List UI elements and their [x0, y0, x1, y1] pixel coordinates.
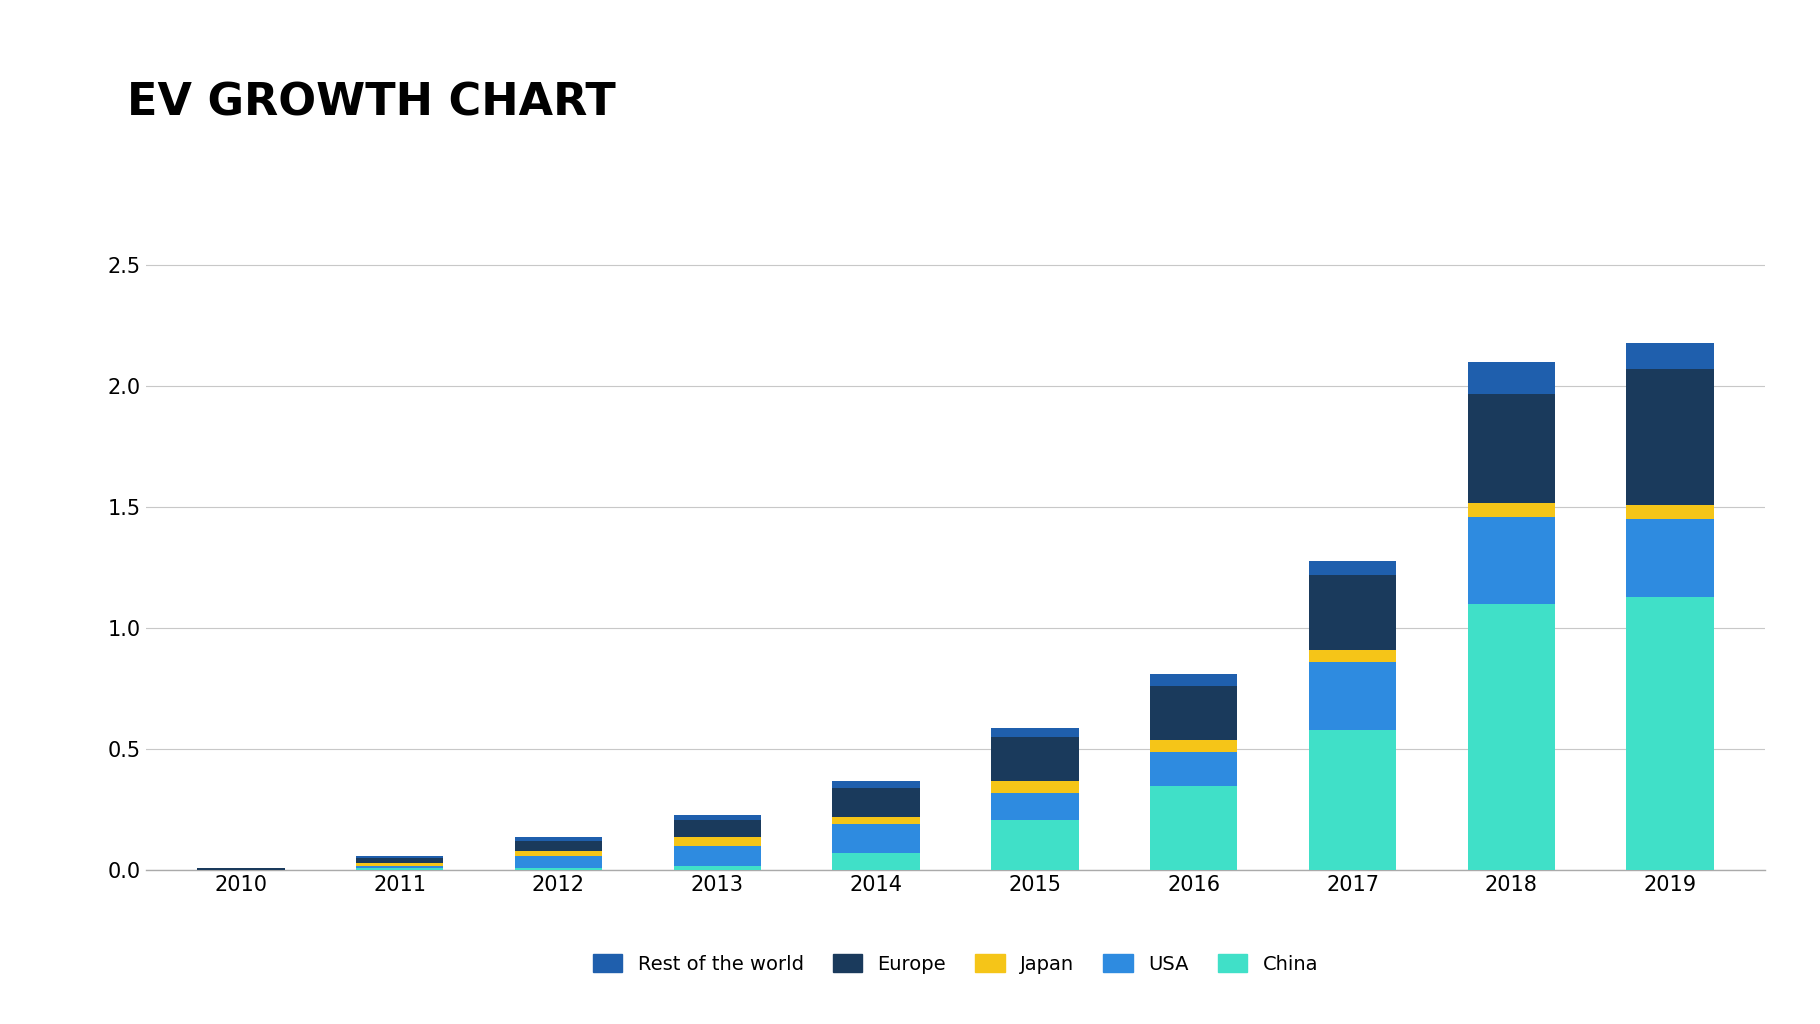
Bar — [357, 858, 444, 863]
Bar — [1150, 675, 1238, 686]
Bar — [515, 851, 602, 856]
Bar — [1309, 650, 1396, 663]
Bar — [832, 824, 919, 853]
Bar — [357, 863, 444, 865]
Bar — [1309, 663, 1396, 730]
Bar — [515, 842, 602, 851]
Bar — [992, 737, 1079, 781]
Bar — [1150, 785, 1238, 870]
Bar — [515, 837, 602, 842]
Bar — [1150, 686, 1238, 739]
Bar — [832, 788, 919, 817]
Bar — [1309, 730, 1396, 870]
Text: EV GROWTH CHART: EV GROWTH CHART — [127, 82, 617, 125]
Bar — [673, 865, 761, 870]
Bar — [1150, 752, 1238, 785]
Bar — [357, 868, 444, 870]
Bar — [357, 856, 444, 858]
Bar — [1150, 739, 1238, 752]
Bar — [832, 853, 919, 870]
Bar — [992, 728, 1079, 737]
Bar — [673, 819, 761, 837]
Bar — [992, 819, 1079, 870]
Bar — [515, 856, 602, 868]
Bar — [1309, 575, 1396, 650]
Bar — [1467, 604, 1554, 870]
Bar — [1467, 503, 1554, 517]
Bar — [357, 865, 444, 868]
Bar — [1627, 505, 1714, 519]
Bar — [673, 837, 761, 846]
Bar — [673, 815, 761, 819]
Bar — [1467, 393, 1554, 503]
Bar — [197, 868, 284, 870]
Legend: Rest of the world, Europe, Japan, USA, China: Rest of the world, Europe, Japan, USA, C… — [586, 946, 1325, 982]
Bar — [673, 846, 761, 865]
Bar — [1627, 597, 1714, 870]
Bar — [992, 793, 1079, 819]
Bar — [1627, 519, 1714, 597]
Bar — [832, 781, 919, 788]
Bar — [1309, 560, 1396, 575]
Bar — [992, 781, 1079, 793]
Bar — [1467, 362, 1554, 393]
Bar — [1627, 343, 1714, 370]
Bar — [832, 817, 919, 824]
Bar — [1467, 517, 1554, 604]
Bar — [515, 868, 602, 870]
Bar — [1627, 370, 1714, 505]
